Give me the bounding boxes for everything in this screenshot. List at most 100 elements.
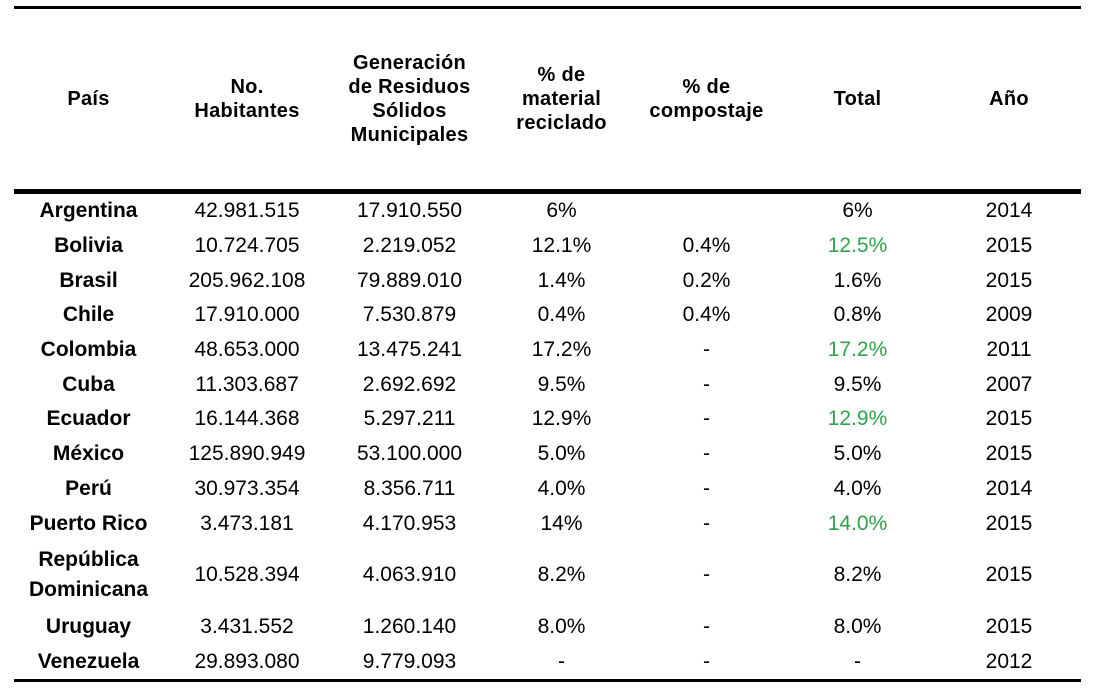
cell-compostaje: - [703,442,710,466]
cell-generacion: 4.170.953 [362,511,457,535]
cell-reciclado: 14% [540,511,583,535]
cell-habitantes: 3.431.552 [200,615,294,639]
cell-total: 8.2% [833,563,882,587]
cell-anio: 2015 [985,563,1033,587]
header-generacion-line4: Municipales [350,124,469,146]
cell-pais: Brasil [59,268,118,292]
table-row: Colombia 48.653.000 13.475.241 17.2% - 1… [14,333,1081,368]
header-generacion-line3: Sólidos [372,100,447,122]
cell-anio: 2014 [985,476,1033,500]
cell-reciclado: 8.0% [537,615,586,639]
cell-pais: Ecuador [46,407,131,431]
cell-compostaje: - [703,338,710,362]
header-anio: Año [937,6,1081,194]
header-generacion: Generación de Residuos Sólidos Municipal… [331,6,488,194]
cell-anio: 2007 [985,372,1033,396]
cell-compostaje: - [703,372,710,396]
cell-habitantes: 42.981.515 [194,199,300,223]
cell-total: 14.0% [827,511,888,535]
cell-pais: Cuba [62,372,115,396]
cell-pais: Venezuela [14,644,163,683]
cell-habitantes: 17.910.000 [194,303,300,327]
cell-habitantes: 48.653.000 [194,338,300,362]
table-row: Chile 17.910.000 7.530.879 0.4% 0.4% 0.8… [14,298,1081,333]
cell-anio: 2009 [985,303,1033,327]
cell-compostaje: - [703,511,710,535]
cell-generacion: 79.889.010 [356,268,463,292]
cell-pais: Puerto Rico [29,511,148,535]
cell-reciclado: 12.1% [531,234,592,258]
cell-total: 8.0% [833,615,882,639]
cell-total: 5.0% [833,442,882,466]
cell-habitantes: 125.890.949 [188,442,306,466]
header-reciclado-line2: material [521,88,602,110]
cell-habitantes: 10.724.705 [194,234,300,258]
header-pais: País [14,6,163,194]
cell-habitantes: 205.962.108 [188,268,306,292]
table-row: Puerto Rico 3.473.181 4.170.953 14% - 14… [14,506,1081,541]
cell-reciclado: 9.5% [537,372,586,396]
table-body: Argentina 42.981.515 17.910.550 6% 6% 20… [14,192,1081,683]
cell-habitantes: 3.473.181 [200,511,294,535]
cell-anio: 2011 [986,338,1032,362]
cell-total: 0.8% [833,303,882,327]
cell-anio: 2015 [985,234,1033,258]
cell-total: 6% [842,199,873,223]
cell-compostaje: - [635,644,778,683]
cell-reciclado: 0.4% [537,303,586,327]
table-row: Brasil 205.962.108 79.889.010 1.4% 0.2% … [14,263,1081,298]
cell-compostaje: - [703,615,710,639]
cell-habitantes: 10.528.394 [194,563,300,587]
cell-reciclado: 17.2% [531,338,592,362]
cell-reciclado: - [488,644,635,683]
table-row: Cuba 11.303.687 2.692.692 9.5% - 9.5% 20… [14,367,1081,402]
cell-generacion: 53.100.000 [356,442,463,466]
cell-habitantes: 29.893.080 [163,644,331,683]
table-row: Argentina 42.981.515 17.910.550 6% 6% 20… [14,192,1081,229]
cell-reciclado: 6% [546,199,577,223]
header-habitantes: No. Habitantes [163,6,331,194]
cell-pais: República Dominicana [28,548,149,602]
header-anio-text: Año [989,88,1029,110]
cell-pais: Bolivia [54,234,123,258]
cell-anio: 2012 [937,644,1081,683]
cell-compostaje: 0.2% [682,268,731,292]
header-compostaje-line2: compostaje [649,100,764,122]
table-row: Perú 30.973.354 8.356.711 4.0% - 4.0% 20… [14,472,1081,507]
cell-pais: México [52,442,125,466]
header-reciclado-line3: reciclado [516,112,607,134]
cell-anio: 2015 [985,442,1033,466]
cell-reciclado: 1.4% [537,268,586,292]
header-habitantes-line1: No. [230,76,264,98]
header-generacion-line1: Generación [352,52,467,74]
cell-pais: Argentina [39,199,138,223]
cell-reciclado: 8.2% [537,563,586,587]
cell-total: 17.2% [827,338,888,362]
waste-table-container: País No. Habitantes Generación de Residu… [14,6,1081,683]
cell-generacion: 9.779.093 [331,644,488,683]
cell-pais: Perú [65,476,112,500]
cell-compostaje: - [703,563,710,587]
cell-habitantes: 16.144.368 [194,407,300,431]
cell-habitantes: 30.973.354 [194,476,300,500]
cell-anio: 2014 [985,199,1033,223]
header-generacion-line2: de Residuos [348,76,471,98]
header-reciclado: % de material reciclado [488,6,635,194]
waste-table: País No. Habitantes Generación de Residu… [14,6,1081,683]
cell-compostaje: 0.4% [682,303,731,327]
header-habitantes-line2: Habitantes [194,100,300,122]
table-row: México 125.890.949 53.100.000 5.0% - 5.0… [14,437,1081,472]
header-row: País No. Habitantes Generación de Residu… [14,6,1081,194]
cell-pais: Colombia [40,338,137,362]
cell-generacion: 5.297.211 [363,407,456,431]
header-total-text: Total [833,88,882,110]
cell-anio: 2015 [985,615,1033,639]
cell-reciclado: 5.0% [537,442,586,466]
cell-compostaje: 0.4% [682,234,731,258]
table-row: Ecuador 16.144.368 5.297.211 12.9% - 12.… [14,402,1081,437]
cell-total: 1.6% [833,268,882,292]
table-row: Venezuela 29.893.080 9.779.093 - - - 201… [14,644,1081,683]
cell-anio: 2015 [985,511,1033,535]
cell-compostaje [635,192,778,229]
cell-generacion: 8.356.711 [363,476,456,500]
